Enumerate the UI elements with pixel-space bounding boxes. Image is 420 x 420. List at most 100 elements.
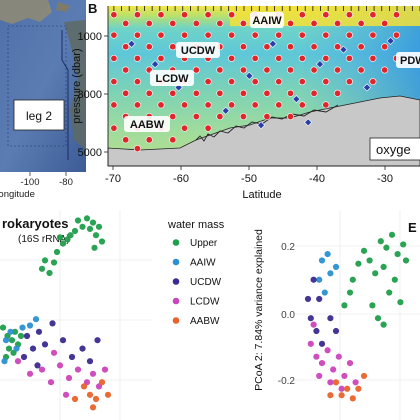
pcoa-point-lcdw — [47, 379, 55, 386]
pcoa-point-aaiw — [1, 358, 8, 365]
pcoa-right-points — [304, 231, 410, 402]
pcoa-point-lcdw — [14, 358, 22, 365]
section-sample-point — [133, 101, 141, 109]
section-sample-point — [357, 43, 365, 51]
section-sample-point — [204, 31, 212, 39]
pcoa-point-upper — [360, 247, 368, 254]
legend: water mass Upper AAIW UCDW LCDW AABW — [167, 219, 225, 327]
section-sample-point — [133, 11, 141, 19]
pcoa-point-ucdw — [34, 362, 41, 369]
pcoa-point-lcdw — [62, 391, 70, 398]
pcoa-left-subtitle: (16S rRNA) — [18, 234, 70, 245]
pcoa-point-aabw — [338, 392, 345, 399]
pcoa-left-title: rokaryotes — [2, 216, 68, 231]
section-sample-point — [310, 89, 318, 97]
pcoa-point-ucdw — [310, 276, 317, 283]
pcoa-point-lcdw — [352, 379, 359, 386]
pcoa-point-ucdw — [94, 337, 101, 344]
pcoa-point-upper — [5, 345, 13, 352]
section-xtick-label: -30 — [377, 173, 393, 185]
pcoa-point-lcdw — [327, 379, 334, 386]
pcoa-point-lcdw — [313, 353, 320, 360]
pcoa-point-aaiw — [19, 324, 26, 331]
pcoa-point-upper — [79, 223, 86, 230]
section-sample-point — [381, 43, 389, 51]
pcoa-point-aabw — [355, 385, 362, 392]
section-sample-point — [110, 101, 118, 109]
pcoa-point-aabw — [104, 391, 112, 398]
map-leg-box — [13, 99, 65, 131]
section-ylabel: pressure (dbar) — [71, 48, 83, 123]
pcoa-point-upper — [56, 234, 64, 241]
section-sample-point — [298, 31, 306, 39]
water-mass-labels: AAIW UCDW LCDW AABW PDW — [124, 12, 420, 132]
section-sample-diamond — [386, 36, 395, 45]
section-sample-point — [122, 136, 130, 144]
section-sample-point — [216, 19, 224, 27]
section-sample-point — [145, 43, 153, 51]
pcoa-point-upper — [74, 217, 82, 224]
map-leg-label: leg 2 — [26, 109, 52, 123]
section-sample-point — [286, 43, 294, 51]
legend-label-aabw: AABW — [190, 316, 220, 327]
map-xaxis-title: Longitude — [0, 189, 35, 200]
pcoa-point-ucdw — [318, 340, 326, 347]
section-sample-point — [110, 124, 118, 132]
section-bathymetry — [107, 95, 420, 167]
map-panel: leg 2 -100 -80 Longitude — [0, 0, 86, 200]
pcoa-point-lcdw — [101, 366, 109, 373]
pcoa-point-lcdw — [89, 370, 97, 377]
pcoa-point-upper — [0, 324, 7, 331]
pcoa-point-upper — [41, 257, 49, 264]
section-sample-point — [275, 31, 283, 39]
section-sample-point — [263, 89, 271, 97]
pcoa-point-lcdw — [310, 321, 317, 328]
pcoa-point-aabw — [332, 379, 340, 386]
section-sample-point — [286, 89, 294, 97]
section-sample-point — [204, 101, 212, 109]
pcoa-point-ucdw — [49, 320, 56, 327]
section-sample-point — [122, 89, 130, 97]
pcoa-point-ucdw — [41, 341, 49, 348]
pcoa-point-aaiw — [13, 345, 20, 352]
pcoa-point-upper — [17, 332, 25, 340]
section-sample-point — [204, 11, 212, 19]
pcoa-point-aaiw — [7, 328, 14, 335]
section-sample-point — [275, 78, 283, 86]
pcoa-point-lcdw — [50, 349, 58, 356]
pcoa-point-lcdw — [346, 360, 354, 367]
pcoa-left-points — [0, 215, 112, 411]
section-sample-point — [251, 31, 259, 39]
section-sample-point — [157, 54, 165, 62]
pcoa-point-upper — [64, 236, 71, 243]
legend-swatch-lcdw — [172, 297, 180, 305]
section-xtick-label: -70 — [105, 173, 121, 185]
pcoa-point-aaiw — [26, 322, 34, 329]
pcoa-point-upper — [369, 302, 376, 309]
section-sample-point — [357, 66, 365, 74]
pcoa-point-ucdw — [304, 295, 312, 303]
section-sample-point — [322, 101, 330, 109]
section-sample-point — [310, 43, 318, 51]
pcoa-point-ucdw — [332, 327, 340, 335]
pcoa-point-aabw — [349, 395, 356, 402]
section-sample-point — [345, 78, 353, 86]
section-sample-diamond — [221, 106, 230, 115]
wm-label-lcdw: LCDW — [156, 73, 190, 85]
section-sample-point — [133, 54, 141, 62]
section-sample-point — [345, 54, 353, 62]
pcoa-point-upper — [92, 232, 100, 239]
section-sample-diamond — [362, 83, 372, 92]
section-sample-point — [169, 19, 177, 27]
section-sample-point — [286, 19, 294, 27]
pcoa-right-ytick-label: -0.2 — [278, 376, 296, 387]
section-sample-point — [239, 89, 247, 97]
pcoa-point-aabw — [360, 372, 368, 380]
pcoa-point-upper — [400, 241, 407, 248]
pcoa-point-ucdw — [23, 332, 31, 340]
wm-label-pdw: PDW — [400, 55, 420, 67]
legend-title: water mass — [167, 219, 225, 231]
legend-label-ucdw: UCDW — [190, 277, 222, 288]
section-sample-point — [181, 124, 189, 132]
